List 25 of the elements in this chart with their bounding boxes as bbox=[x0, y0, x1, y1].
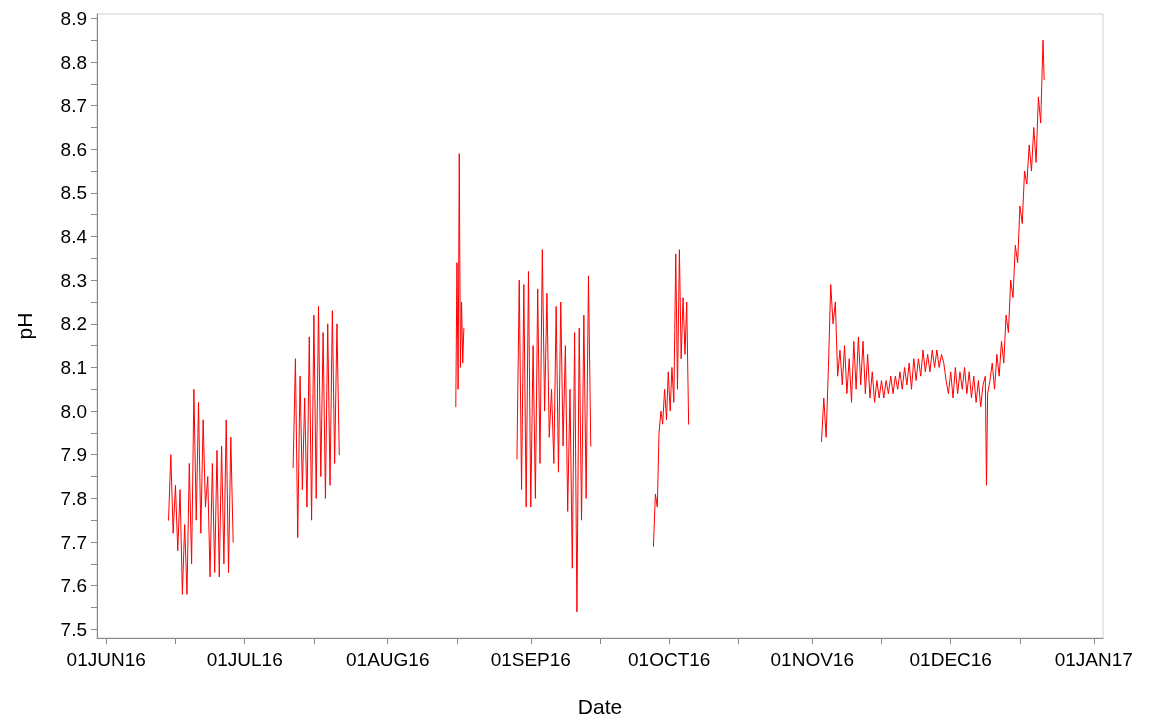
x-tick-label: 01AUG16 bbox=[346, 649, 430, 670]
y-tick-label: 8.0 bbox=[60, 400, 87, 422]
x-tick-label: 01JUL16 bbox=[206, 649, 283, 670]
x-tick-label: 01OCT16 bbox=[628, 649, 711, 670]
y-tick-label: 8.5 bbox=[60, 182, 87, 204]
y-tick-label: 7.7 bbox=[60, 531, 87, 553]
y-tick-label: 8.1 bbox=[60, 356, 87, 378]
y-tick-label: 7.8 bbox=[60, 487, 87, 509]
x-axis-title: Date bbox=[577, 695, 623, 718]
y-tick-label: 8.7 bbox=[60, 95, 87, 117]
y-tick-label: 8.6 bbox=[60, 138, 87, 160]
y-tick-label: 8.8 bbox=[60, 51, 87, 73]
x-tick-label: 01NOV16 bbox=[770, 649, 854, 670]
y-tick-label: 8.4 bbox=[60, 226, 88, 248]
y-tick-label: 8.3 bbox=[60, 269, 87, 291]
x-tick-label: 01JAN17 bbox=[1054, 649, 1133, 670]
y-tick-label: 8.9 bbox=[60, 7, 87, 29]
y-tick-label: 7.5 bbox=[60, 618, 87, 640]
y-tick-label: 8.2 bbox=[60, 313, 87, 335]
y-axis-title: pH bbox=[13, 312, 36, 340]
x-tick-label: 01DEC16 bbox=[909, 649, 992, 670]
x-tick-label: 01JUN16 bbox=[66, 649, 146, 670]
x-tick-label: 01SEP16 bbox=[490, 649, 571, 670]
y-tick-label: 7.9 bbox=[60, 444, 87, 466]
y-tick-label: 7.6 bbox=[60, 575, 87, 597]
